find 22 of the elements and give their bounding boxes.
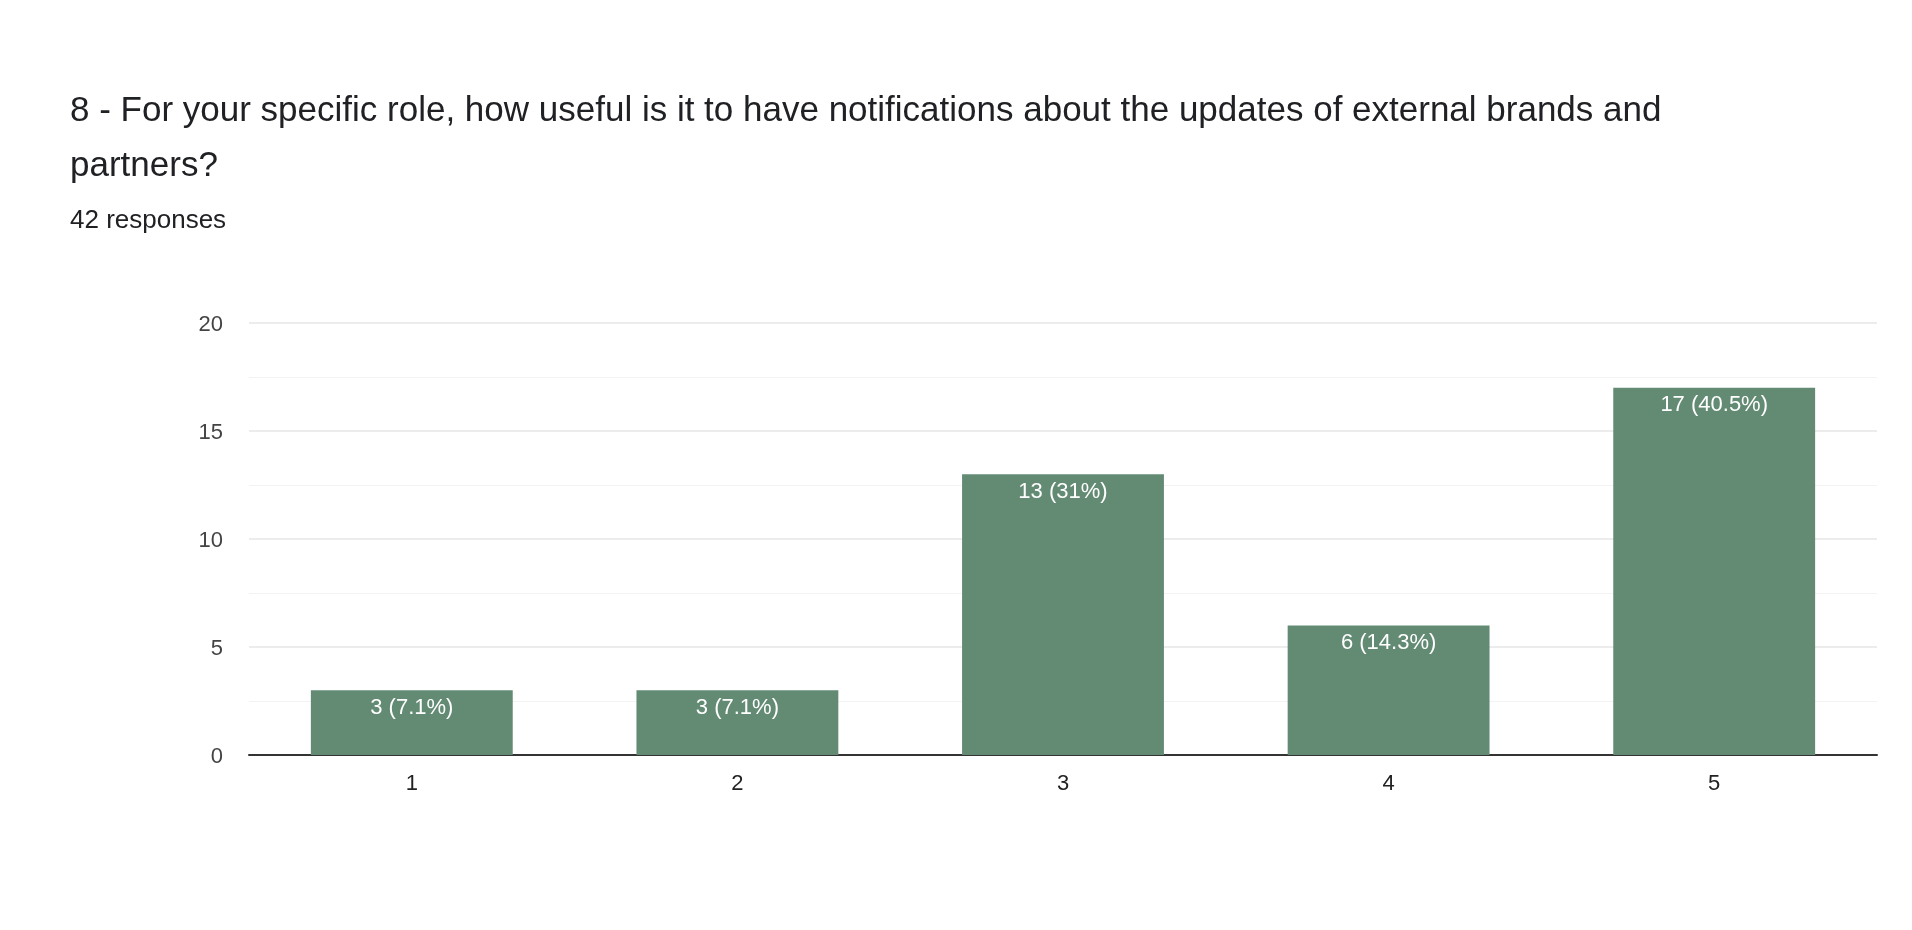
bar [962, 474, 1164, 755]
data-label: 6 (14.3%) [1340, 628, 1437, 654]
y-tick-label: 15 [198, 418, 223, 444]
x-tick-label: 4 [1382, 769, 1395, 795]
bar [1613, 387, 1816, 755]
y-tick-label: 5 [210, 634, 223, 660]
chart-subtitle: 42 responses [70, 204, 227, 234]
x-tick-label: 3 [1056, 769, 1070, 795]
data-label: 3 (7.1%) [695, 693, 779, 719]
data-label: 3 (7.1%) [370, 693, 454, 719]
y-tick-label: 20 [198, 310, 223, 336]
y-tick-label: 10 [198, 526, 223, 552]
x-tick-label: 5 [1708, 769, 1721, 795]
chart-title: 8 - For your specific role, how useful is it to have notifications about the updates of external brands and partners? [70, 89, 1672, 183]
bar [636, 690, 839, 755]
x-tick-label: 2 [731, 769, 744, 795]
data-label: 17 (40.5%) [1660, 391, 1769, 417]
x-tick-label: 1 [405, 769, 418, 795]
bar [1287, 625, 1490, 755]
y-tick-label: 0 [210, 742, 223, 768]
data-label: 13 (31%) [1018, 477, 1108, 503]
bar [310, 690, 513, 755]
